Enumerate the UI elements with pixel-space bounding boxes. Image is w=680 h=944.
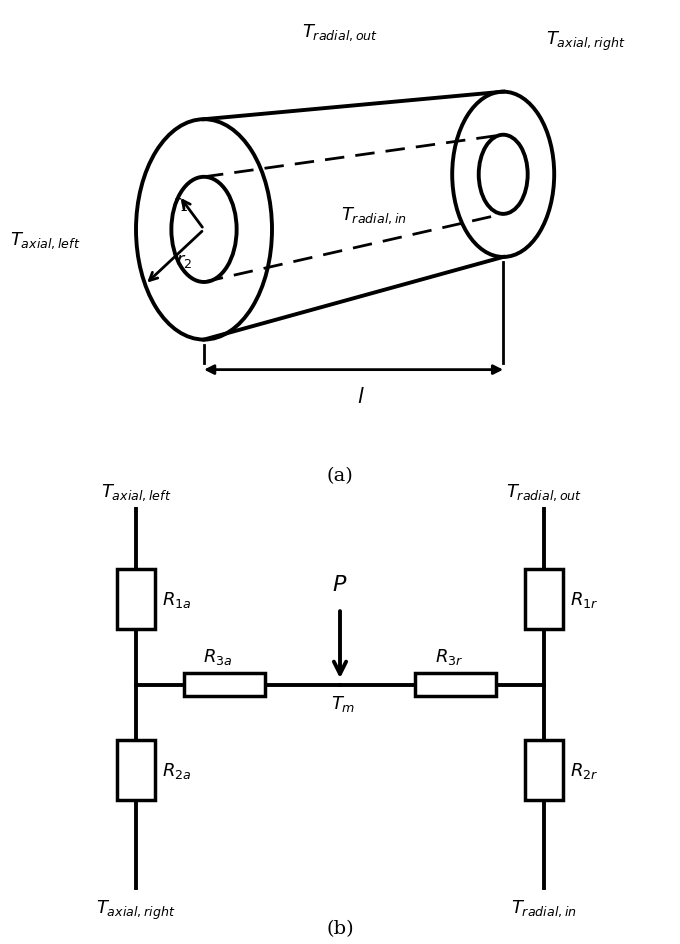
Text: $R_{3a}$: $R_{3a}$: [203, 647, 233, 666]
Bar: [118, 740, 155, 801]
Text: $R_{2a}$: $R_{2a}$: [162, 761, 191, 781]
Text: $R_{1a}$: $R_{1a}$: [162, 589, 191, 610]
Text: $T_{axial,right}$: $T_{axial,right}$: [97, 898, 175, 921]
Text: $T_m$: $T_m$: [331, 693, 356, 714]
Text: $T_{radial,in}$: $T_{radial,in}$: [341, 205, 407, 226]
Bar: [525, 740, 563, 801]
Text: $T_{radial,out}$: $T_{radial,out}$: [302, 23, 378, 43]
Text: $T_{axial,left}$: $T_{axial,left}$: [101, 481, 171, 502]
Bar: [184, 673, 265, 697]
Bar: [118, 569, 155, 630]
Text: $T_{axial,left}$: $T_{axial,left}$: [10, 230, 81, 250]
Text: $l$: $l$: [356, 386, 364, 406]
Bar: [525, 569, 563, 630]
Text: $R_{2r}$: $R_{2r}$: [570, 761, 598, 781]
Text: $r_2$: $r_2$: [175, 252, 192, 270]
Text: $P$: $P$: [333, 574, 347, 596]
Text: (b): (b): [326, 919, 354, 936]
Bar: [415, 673, 496, 697]
Text: $T_{radial,out}$: $T_{radial,out}$: [506, 481, 582, 502]
Text: $R_{3r}$: $R_{3r}$: [435, 647, 463, 666]
Text: $T_{axial,right}$: $T_{axial,right}$: [546, 30, 626, 53]
Text: $r_1$: $r_1$: [172, 195, 188, 213]
Text: $T_{radial,in}$: $T_{radial,in}$: [511, 898, 577, 919]
Text: $R_{1r}$: $R_{1r}$: [570, 589, 598, 610]
Text: (a): (a): [326, 466, 354, 484]
